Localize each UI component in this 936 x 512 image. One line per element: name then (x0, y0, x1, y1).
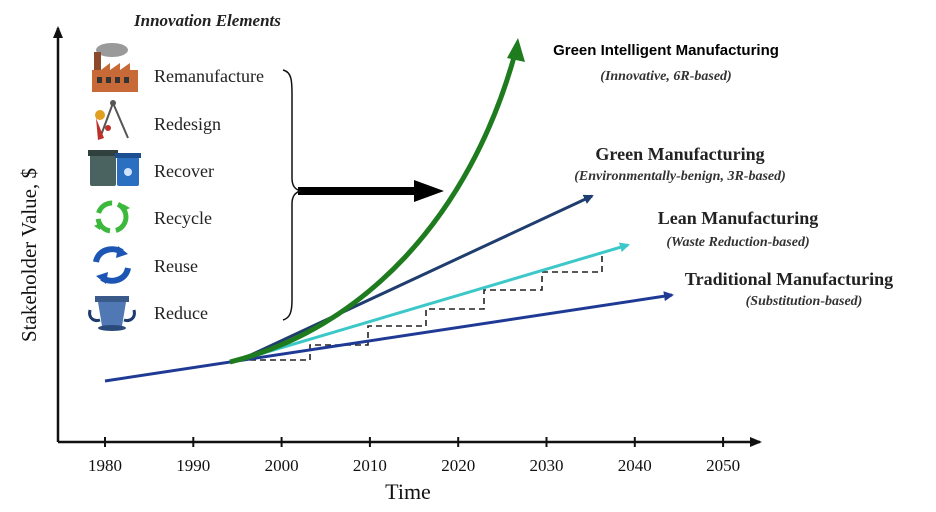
traditional-manufacturing-line (104, 291, 674, 383)
subtitle-traditional-manufacturing: (Substitution-based) (746, 294, 863, 309)
green-intelligent-curve (229, 49, 519, 365)
element-labels: Remanufacture Redesign Recover Recycle Reuse… (154, 66, 264, 323)
x-tick-label: 1990 (176, 456, 210, 475)
element-label-recycle: Recycle (154, 208, 212, 228)
green-intelligent-arrowhead (507, 38, 525, 62)
x-ticks: 1980 1990 2000 2010 2020 2030 2040 2050 (88, 437, 740, 475)
innovation-arrow-head (414, 180, 444, 202)
recycle-arrows-icon (94, 200, 130, 234)
label-green-intelligent: Green Intelligent Manufacturing (553, 42, 779, 59)
innovation-brace (282, 69, 303, 321)
x-tick-label: 2020 (441, 456, 475, 475)
label-traditional-manufacturing: Traditional Manufacturing (685, 269, 893, 289)
subtitle-green-manufacturing: (Environmentally-benign, 3R-based) (574, 169, 786, 184)
subtitle-green-intelligent: (Innovative, 6R-based) (600, 69, 731, 84)
x-tick-label: 2010 (353, 456, 387, 475)
green-manufacturing-line (239, 194, 594, 362)
reuse-arrows-icon (93, 246, 131, 284)
y-axis-label: Stakeholder Value, $ (17, 168, 41, 342)
compactor-icon (88, 296, 136, 331)
factory-icon (92, 43, 138, 92)
x-tick-label: 2030 (530, 456, 564, 475)
recycle-bins-icon (88, 150, 141, 186)
x-axis-label: Time (385, 479, 431, 504)
x-tick-label: 2050 (706, 456, 740, 475)
x-tick-label: 2040 (618, 456, 652, 475)
label-lean-manufacturing: Lean Manufacturing (658, 208, 819, 228)
element-label-recover: Recover (154, 161, 214, 181)
innovation-title: Innovation Elements (133, 11, 281, 30)
x-tick-label: 1980 (88, 456, 122, 475)
element-label-remanufacture: Remanufacture (154, 66, 264, 86)
x-tick-label: 2000 (265, 456, 299, 475)
subtitle-lean-manufacturing: (Waste Reduction-based) (666, 235, 809, 250)
label-green-manufacturing: Green Manufacturing (595, 144, 764, 164)
element-label-redesign: Redesign (154, 114, 221, 134)
drafting-tools-icon (95, 100, 129, 140)
lean-manufacturing-line (239, 242, 630, 362)
element-label-reuse: Reuse (154, 256, 198, 276)
element-label-reduce: Reduce (154, 303, 208, 323)
